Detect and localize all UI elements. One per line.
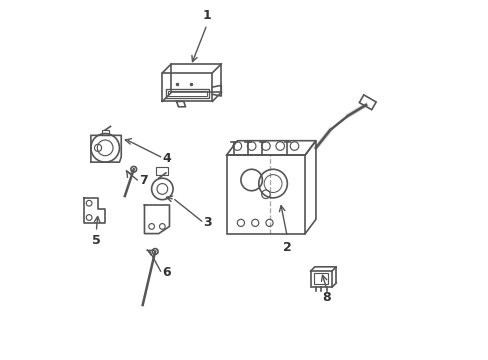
Text: 7: 7 <box>139 174 147 187</box>
Text: 2: 2 <box>283 241 291 254</box>
Bar <box>102 130 108 135</box>
Text: 8: 8 <box>322 292 330 305</box>
Bar <box>313 273 328 284</box>
Text: 1: 1 <box>202 9 211 22</box>
Text: 3: 3 <box>203 216 212 229</box>
Bar <box>359 95 375 110</box>
Bar <box>167 91 206 96</box>
Bar <box>310 271 331 287</box>
Text: 6: 6 <box>162 266 171 279</box>
Bar <box>165 89 208 98</box>
Bar <box>226 155 305 234</box>
Bar <box>156 167 168 175</box>
Text: 4: 4 <box>162 152 171 165</box>
Text: 5: 5 <box>92 234 101 247</box>
